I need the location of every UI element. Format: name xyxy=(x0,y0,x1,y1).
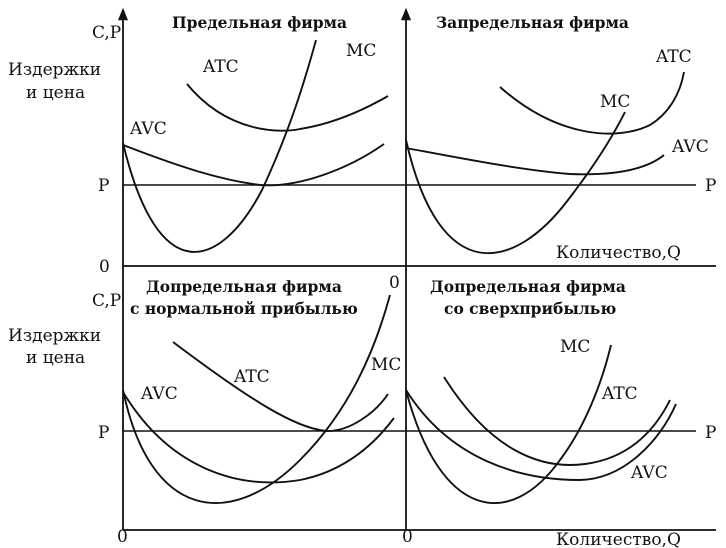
panel2-title: Запредельная фирма xyxy=(436,13,629,32)
panel3-avc-curve xyxy=(122,391,395,484)
panel3-mc-curve xyxy=(122,294,391,504)
panel4-mc-label: MC xyxy=(560,337,590,357)
panel1-avc-label: AVC xyxy=(129,119,167,139)
panel1-atc-curve xyxy=(186,83,389,132)
price-label-bottom-left: P xyxy=(98,423,109,443)
panel3-atc-curve xyxy=(172,341,389,432)
panel2-price-label: P xyxy=(705,176,716,196)
panel3-title-line1: Допредельная фирма xyxy=(146,277,342,296)
panel2-zero-label: 0 xyxy=(389,273,400,293)
panel3-title-line2: с нормальной прибылью xyxy=(130,299,358,318)
panel4-atc-label: ATC xyxy=(601,384,638,404)
panel3-atc-label: ATC xyxy=(233,367,270,387)
panel1-atc-label: ATC xyxy=(202,57,239,77)
y-axis-label-top: C,P xyxy=(92,23,121,43)
panel2-atc-curve xyxy=(499,71,685,135)
panel4-mc-curve xyxy=(405,344,612,504)
panel4-atc-curve xyxy=(443,376,671,466)
panel4-zero-label: 0 xyxy=(402,527,413,547)
panel2-atc-label: ATC xyxy=(655,47,692,67)
panel1-mc-curve xyxy=(122,39,317,253)
y-axis-desc-line2: и цена xyxy=(26,83,85,103)
panel4-quantity-label: Количество,Q xyxy=(556,530,681,548)
panel2-mc-curve xyxy=(405,111,626,255)
panel2-avc-curve xyxy=(405,147,665,176)
price-label-top-left: P xyxy=(98,176,109,196)
y-axis-label-bottom: C,P xyxy=(92,291,121,311)
panel3-avc-label: AVC xyxy=(140,384,178,404)
panel1-avc-curve xyxy=(122,143,385,187)
panel1-mc-label: MC xyxy=(346,41,376,61)
panel4-avc-curve xyxy=(405,389,677,481)
y-axis-desc-bottom-line1: Издержки xyxy=(8,326,101,346)
zero-label-bottom-left: 0 xyxy=(117,527,128,547)
panel2-mc-label: MC xyxy=(600,92,630,112)
panel2-quantity-label: Количество,Q xyxy=(556,243,681,263)
panel4-title-line1: Допредельная фирма xyxy=(430,277,626,296)
panel4-title-line2: со сверхприбылью xyxy=(444,299,616,318)
panel4-price-label: P xyxy=(705,423,716,443)
zero-label-top-left: 0 xyxy=(99,257,110,277)
y-axis-desc-bottom-line2: и цена xyxy=(26,348,85,368)
panel1-title: Предельная фирма xyxy=(172,13,347,32)
panel3-mc-label: MC xyxy=(371,355,401,375)
panel2-avc-label: AVC xyxy=(671,137,709,157)
y-axis-desc-line1: Издержки xyxy=(8,60,101,80)
panel4-avc-label: AVC xyxy=(630,463,668,483)
